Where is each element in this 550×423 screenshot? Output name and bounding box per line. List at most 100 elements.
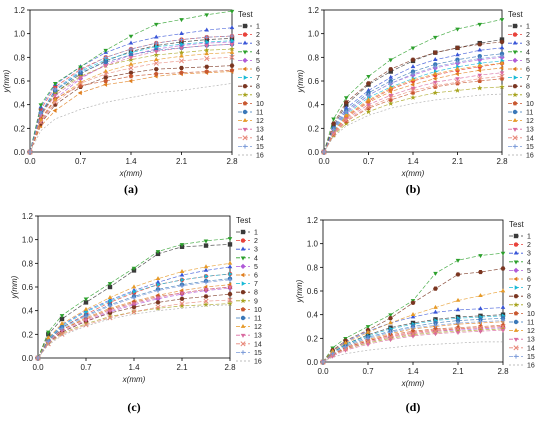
data-point xyxy=(388,81,393,86)
y-tick-label: 1.0 xyxy=(307,240,319,249)
data-point xyxy=(229,25,235,30)
legend-label: 14 xyxy=(254,341,262,348)
data-point xyxy=(38,103,44,108)
data-point xyxy=(455,45,460,50)
legend-label: 5 xyxy=(254,264,258,271)
x-tick-label: 2.8 xyxy=(496,157,508,166)
series-16 xyxy=(322,341,503,363)
data-point xyxy=(227,277,233,283)
data-point xyxy=(45,341,51,347)
y-tick-label: 1.0 xyxy=(308,30,320,39)
data-point xyxy=(227,264,233,269)
data-point xyxy=(344,102,349,107)
legend-label: 11 xyxy=(256,110,263,117)
data-point xyxy=(455,328,461,334)
data-point xyxy=(128,34,134,39)
data-point xyxy=(433,309,438,314)
legend-marker xyxy=(240,350,246,355)
data-point xyxy=(103,78,109,83)
legend-marker xyxy=(513,250,519,255)
legend-marker xyxy=(240,246,246,251)
series-line xyxy=(29,71,233,153)
legend-marker xyxy=(513,260,519,265)
data-point xyxy=(433,320,438,326)
legend-marker xyxy=(513,276,518,282)
legend-marker xyxy=(512,40,518,45)
legend-marker xyxy=(242,100,248,106)
y-tick-label: 0.2 xyxy=(307,334,319,343)
data-point xyxy=(228,271,233,277)
data-point xyxy=(103,48,109,53)
data-point xyxy=(204,69,210,74)
y-tick-label: 0.4 xyxy=(307,311,319,320)
x-tick-label: 2.1 xyxy=(176,363,188,372)
legend-marker xyxy=(240,315,246,321)
data-point xyxy=(387,335,394,341)
legend-label: 5 xyxy=(256,58,260,65)
data-point xyxy=(103,71,109,77)
data-point xyxy=(433,286,438,291)
legend-label: 2 xyxy=(256,32,260,39)
legend-label: 12 xyxy=(527,328,535,335)
y-tick-label: 0.8 xyxy=(307,263,319,272)
data-point xyxy=(455,27,460,32)
legend-label: 9 xyxy=(254,298,258,305)
x-tick-label: 1.4 xyxy=(407,367,419,376)
series-3 xyxy=(27,25,235,154)
series-line xyxy=(323,53,503,153)
data-point xyxy=(455,258,461,263)
data-point xyxy=(204,35,209,40)
legend-marker xyxy=(242,127,248,132)
legend-marker xyxy=(240,290,246,295)
data-point xyxy=(477,76,483,82)
data-point xyxy=(128,65,134,71)
data-point xyxy=(155,305,161,311)
y-tick-label: 0.4 xyxy=(14,101,26,110)
chart-a-svg: 0.0 0.7 1.4 2.1 2.8 0.0 0.2 0.4 0.6 0.8 1.0 1.2 x(mm… xyxy=(2,6,264,196)
data-point xyxy=(477,73,483,78)
legend-marker xyxy=(242,40,248,45)
data-point xyxy=(155,296,161,301)
legend-marker xyxy=(513,242,519,247)
legend-label: 9 xyxy=(526,92,530,99)
x-tick-label: 0.0 xyxy=(32,363,44,372)
legend-label: 7 xyxy=(256,75,260,82)
data-point xyxy=(388,85,394,90)
data-point xyxy=(52,108,57,113)
legend-marker xyxy=(512,135,518,141)
data-point xyxy=(433,64,438,69)
data-point xyxy=(343,344,348,349)
legend-marker xyxy=(513,345,519,351)
legend-label: 2 xyxy=(527,242,531,249)
series-line xyxy=(322,320,504,363)
data-point xyxy=(178,49,185,55)
data-point xyxy=(131,309,137,315)
data-point xyxy=(179,283,185,289)
series-line xyxy=(29,35,233,153)
x-tick-label: 0.7 xyxy=(75,157,87,166)
data-point xyxy=(204,55,210,62)
x-tick-label: 0.7 xyxy=(80,363,92,372)
data-point xyxy=(229,43,235,47)
series-line xyxy=(37,238,231,359)
data-point xyxy=(155,279,161,284)
data-point xyxy=(203,280,209,285)
data-point xyxy=(179,296,185,301)
series-line xyxy=(37,284,231,359)
series-line xyxy=(323,47,503,153)
legend-marker xyxy=(513,75,518,80)
data-point xyxy=(388,78,393,84)
data-point xyxy=(155,288,161,293)
x-axis-title: x(mm) xyxy=(122,375,146,384)
x-tick-label: 2.8 xyxy=(226,157,238,166)
data-point xyxy=(204,27,210,32)
series-line xyxy=(29,40,233,153)
legend-label: 10 xyxy=(254,307,262,314)
data-point xyxy=(366,90,371,96)
y-tick-label: 0.8 xyxy=(308,53,320,62)
legend-label: 16 xyxy=(527,363,535,370)
data-point xyxy=(46,335,51,340)
legend-marker xyxy=(242,117,248,122)
chart-panel-d: 0.0 0.7 1.4 2.1 2.8 0.0 0.2 0.4 0.6 0.8 1.0 1.2 x(mm… xyxy=(285,198,550,423)
